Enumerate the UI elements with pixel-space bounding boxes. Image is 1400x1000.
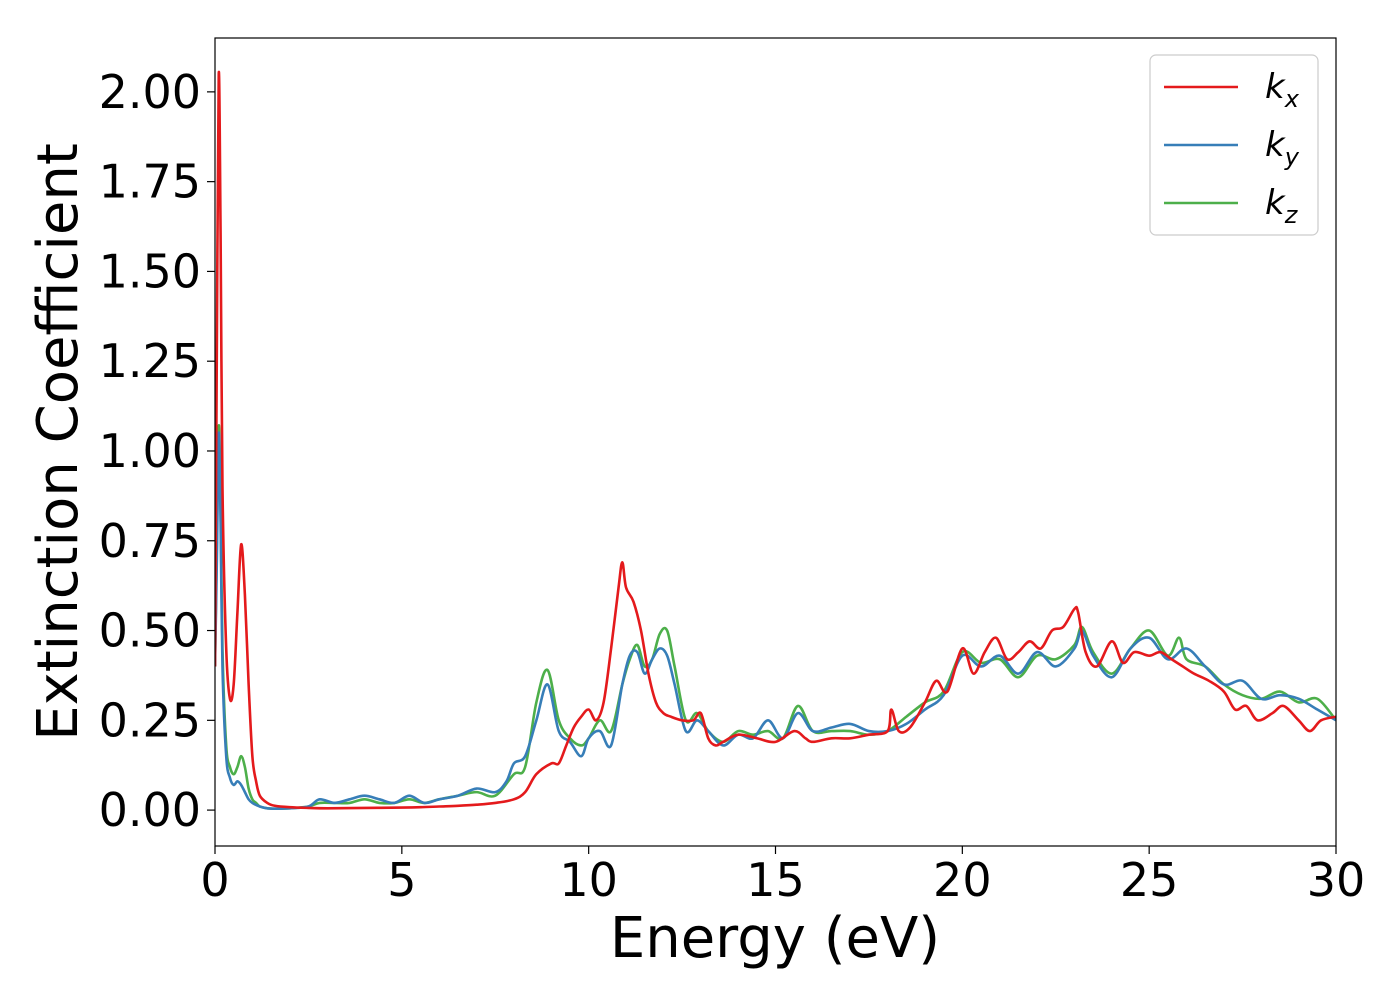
plot-background [215,38,1336,846]
y-tick-label: 0.75 [99,514,201,568]
y-tick-label: 1.75 [99,155,201,209]
series-line-kx [215,70,1336,810]
y-tick-label: 1.50 [99,244,201,298]
legend-label-kz: kz [1265,183,1299,229]
x-tick-label: 15 [746,853,805,907]
y-tick-label: 0.00 [99,783,201,837]
series-layer [215,70,1336,810]
legend: kx ky kz [1149,54,1319,236]
x-tick-label: 10 [559,853,618,907]
y-tick-label: 0.50 [99,604,201,658]
x-tick-label: 30 [1307,853,1366,907]
x-tick-label: 20 [933,853,992,907]
y-axis: 0.00 0.25 0.50 0.75 1.00 1.25 1.50 1.75 2.00 [99,65,215,837]
legend-label-kx: kx [1265,67,1300,113]
y-tick-label: 1.00 [99,424,201,478]
x-tick-label: 25 [1120,853,1179,907]
x-axis-label: Energy (eV) [610,906,940,971]
y-tick-label: 2.00 [99,65,201,119]
legend-label-ky: ky [1265,125,1300,171]
y-tick-label: 1.25 [99,334,201,388]
x-tick-label: 0 [200,853,229,907]
y-axis-label: Extinction Coefficient [26,143,91,741]
series-line-ky [215,431,1336,810]
x-tick-label: 5 [387,853,416,907]
x-axis: 0 5 10 15 20 25 30 [200,846,1365,907]
y-tick-label: 0.25 [99,693,201,747]
